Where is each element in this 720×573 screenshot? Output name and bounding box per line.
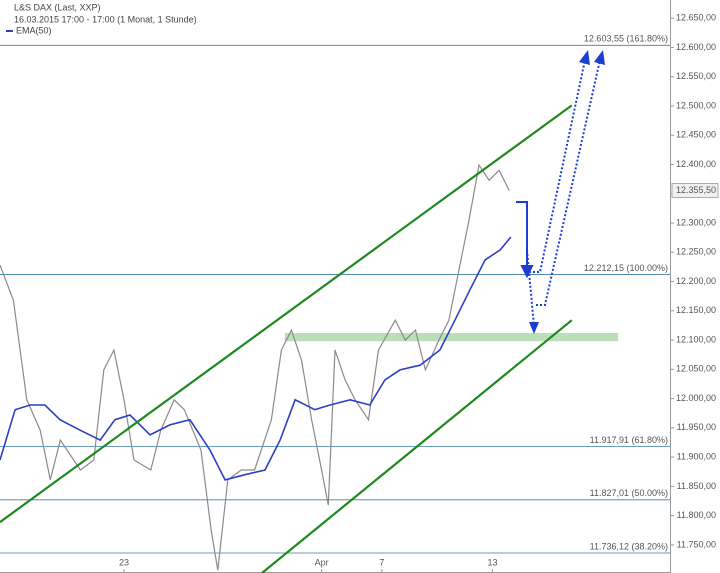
arrow-head xyxy=(594,50,605,65)
arrow xyxy=(526,249,535,327)
y-tick-label: 11.800,00 xyxy=(677,510,716,520)
y-tick-label: 12.500,00 xyxy=(676,100,716,110)
y-tick-label: 11.900,00 xyxy=(677,451,716,461)
y-tick-label: 12.150,00 xyxy=(676,305,716,315)
fib-label: 11.827,01 (50.00%) xyxy=(590,488,668,498)
y-tick-label: 12.050,00 xyxy=(676,364,716,374)
period: 16.03.2015 17:00 - 17:00 (1 Monat, 1 Stu… xyxy=(14,14,197,24)
x-tick-label: 13 xyxy=(487,557,497,567)
arrow xyxy=(516,201,528,266)
arrow xyxy=(536,59,601,306)
x-tick-label: Apr xyxy=(315,557,329,567)
y-tick-label: 11.950,00 xyxy=(677,422,716,432)
y-tick-label: 12.600,00 xyxy=(676,42,716,52)
trend-line xyxy=(0,104,573,523)
y-tick-label: 12.650,00 xyxy=(676,13,716,23)
fib-label: 11.736,12 (38.20%) xyxy=(590,541,668,551)
chart-title: L&S DAX (Last, XXP) xyxy=(14,2,101,12)
y-tick-label: 12.450,00 xyxy=(676,130,716,140)
arrow xyxy=(525,59,586,273)
trend-line xyxy=(261,319,573,573)
last-price-box xyxy=(671,183,719,199)
fib-label: 12.603,55 (161.80%) xyxy=(584,34,668,44)
arrow-head xyxy=(529,322,539,334)
fib-label: 11.917,91 (61.80%) xyxy=(590,435,668,445)
ema-line xyxy=(0,236,512,481)
legend-label: EMA(50) xyxy=(16,25,52,35)
y-tick-label: 11.750,00 xyxy=(677,539,716,549)
last-price-label: 12.355,50 xyxy=(676,185,716,195)
y-tick-label: 12.100,00 xyxy=(676,334,716,344)
y-tick-label: 12.200,00 xyxy=(676,276,716,286)
y-tick-label: 12.300,00 xyxy=(676,217,716,227)
forecast-arrows xyxy=(516,50,605,334)
x-tick-label: 23 xyxy=(119,557,129,567)
y-tick-label: 12.550,00 xyxy=(676,71,716,81)
x-tick-label: 7 xyxy=(379,557,384,567)
support-zone xyxy=(284,333,619,342)
y-tick-label: 12.000,00 xyxy=(676,393,716,403)
y-tick-label: 11.850,00 xyxy=(677,481,716,491)
y-tick-label: 12.250,00 xyxy=(676,247,716,257)
fib-label: 12.212,15 (100.00%) xyxy=(584,263,668,273)
arrow-head xyxy=(579,50,590,65)
y-tick-label: 12.400,00 xyxy=(676,159,716,169)
